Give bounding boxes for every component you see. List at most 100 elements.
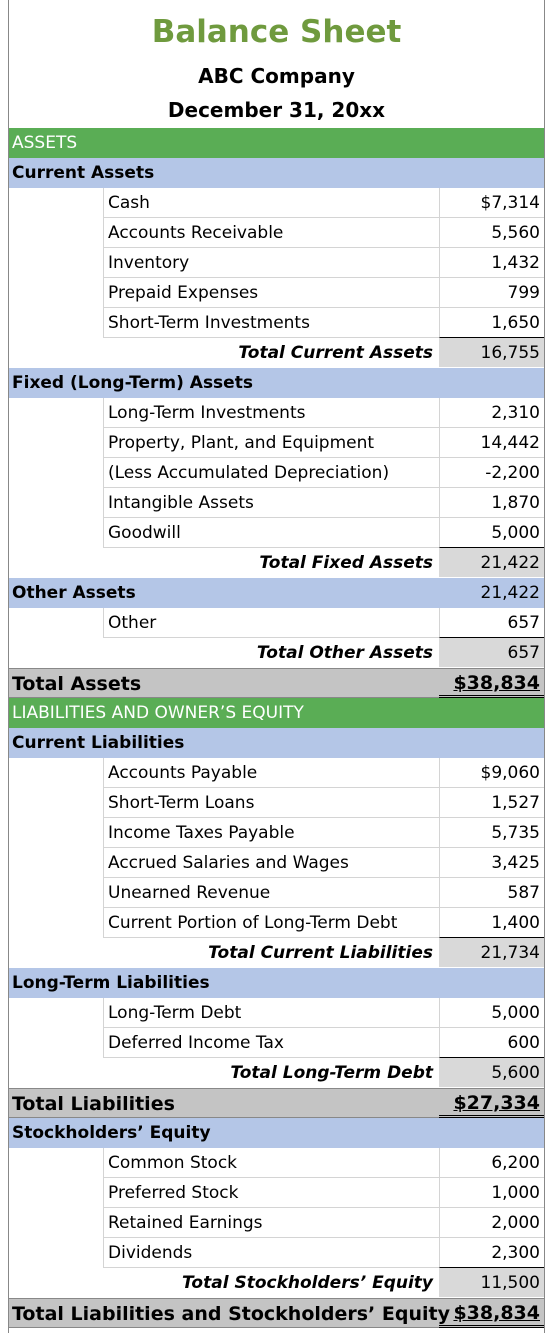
group-value: 21,422 (480, 583, 540, 603)
section-total-value: $38,834 (439, 668, 544, 698)
balance-sheet: Balance Sheet ABC Company December 31, 2… (8, 0, 545, 1333)
item-value: 1,432 (439, 248, 544, 278)
item-label: Prepaid Expenses (108, 283, 259, 303)
section-total-value: $27,334 (439, 1088, 544, 1118)
total-value: 657 (439, 638, 544, 668)
group-header: Other Assets (9, 578, 544, 608)
row-cell (103, 788, 439, 818)
row-cell (103, 1178, 439, 1208)
item-label: Retained Earnings (108, 1213, 263, 1233)
section-header: ASSETS (9, 128, 544, 158)
item-value: 1,400 (439, 908, 544, 938)
total-value: 21,734 (439, 938, 544, 968)
item-value: 587 (439, 878, 544, 908)
title: Balance Sheet (151, 14, 402, 50)
item-value: 1,000 (439, 1178, 544, 1208)
item-label: Intangible Assets (108, 493, 254, 513)
section-header: LIABILITIES AND OWNER’S EQUITY (9, 698, 544, 728)
total-label: Total Long-Term Debt (230, 1063, 433, 1083)
item-label: Preferred Stock (108, 1183, 239, 1203)
item-value: 5,735 (439, 818, 544, 848)
item-value: 14,442 (439, 428, 544, 458)
group-header: Current Assets (9, 158, 544, 188)
item-value: 1,650 (439, 308, 544, 338)
item-value: 3,425 (439, 848, 544, 878)
item-value: -2,200 (439, 458, 544, 488)
row-cell (103, 1148, 439, 1178)
item-value: 1,527 (439, 788, 544, 818)
row-cell (103, 608, 439, 638)
company: ABC Company (198, 64, 355, 88)
item-label: Short-Term Investments (108, 313, 310, 333)
item-label: (Less Accumulated Depreciation) (108, 463, 390, 483)
section-total-row: Total Assets (9, 668, 544, 698)
section-total-value: $38,834 (439, 1298, 544, 1328)
item-label: Inventory (108, 253, 190, 273)
item-value: 6,200 (439, 1148, 544, 1178)
item-label: Short-Term Loans (108, 793, 255, 813)
item-value: 799 (439, 278, 544, 308)
section-total-row: Total Liabilities and Stockholders’ Equi… (9, 1298, 544, 1328)
item-label: Cash (108, 193, 150, 213)
group-header: Stockholders’ Equity (9, 1118, 544, 1148)
total-value: 21,422 (439, 548, 544, 578)
row-cell (103, 908, 439, 938)
total-label: Total Other Assets (256, 643, 433, 663)
item-label: Other (108, 613, 157, 633)
item-label: Accounts Payable (108, 763, 258, 783)
group-header: Fixed (Long-Term) Assets (9, 368, 544, 398)
row-cell (103, 998, 439, 1028)
item-value: 5,560 (439, 218, 544, 248)
item-value: 2,000 (439, 1208, 544, 1238)
item-label: Goodwill (108, 523, 181, 543)
row-cell (103, 1208, 439, 1238)
row-cell (103, 458, 439, 488)
total-label: Total Stockholders’ Equity (182, 1273, 433, 1293)
row-cell (103, 488, 439, 518)
date: December 31, 20xx (167, 98, 386, 122)
item-label: Unearned Revenue (108, 883, 271, 903)
item-value: 600 (439, 1028, 544, 1058)
row-cell (103, 1028, 439, 1058)
item-label: Common Stock (108, 1153, 238, 1173)
item-label: Long-Term Investments (108, 403, 306, 423)
row-cell (103, 818, 439, 848)
total-value: 11,500 (439, 1268, 544, 1298)
row-cell (103, 398, 439, 428)
row-cell (103, 758, 439, 788)
row-cell (103, 248, 439, 278)
row-cell (103, 218, 439, 248)
item-value: 5,000 (439, 998, 544, 1028)
item-value: 5,000 (439, 518, 544, 548)
item-label: Current Portion of Long-Term Debt (108, 913, 398, 933)
total-value: 16,755 (439, 338, 544, 368)
row-cell (103, 188, 439, 218)
total-label: Total Current Liabilities (208, 943, 433, 963)
total-value: 5,600 (439, 1058, 544, 1088)
item-label: Income Taxes Payable (108, 823, 295, 843)
item-value: 2,310 (439, 398, 544, 428)
item-label: Accrued Salaries and Wages (108, 853, 349, 873)
item-value: $7,314 (439, 188, 544, 218)
group-header: Current Liabilities (9, 728, 544, 758)
item-label: Deferred Income Tax (108, 1033, 284, 1053)
total-label: Total Current Assets (238, 343, 433, 363)
row-cell (103, 848, 439, 878)
item-label: Accounts Receivable (108, 223, 284, 243)
item-value: $9,060 (439, 758, 544, 788)
total-label: Total Fixed Assets (259, 553, 433, 573)
row-cell (103, 308, 439, 338)
item-label: Long-Term Debt (108, 1003, 242, 1023)
item-label: Property, Plant, and Equipment (108, 433, 375, 453)
item-label: Dividends (108, 1243, 193, 1263)
item-value: 1,870 (439, 488, 544, 518)
row-cell (103, 278, 439, 308)
row-cell (103, 428, 439, 458)
group-header: Long-Term Liabilities (9, 968, 544, 998)
row-cell (103, 1238, 439, 1268)
item-value: 2,300 (439, 1238, 544, 1268)
row-cell (103, 878, 439, 908)
section-total-row: Total Liabilities (9, 1088, 544, 1118)
row-cell (103, 518, 439, 548)
